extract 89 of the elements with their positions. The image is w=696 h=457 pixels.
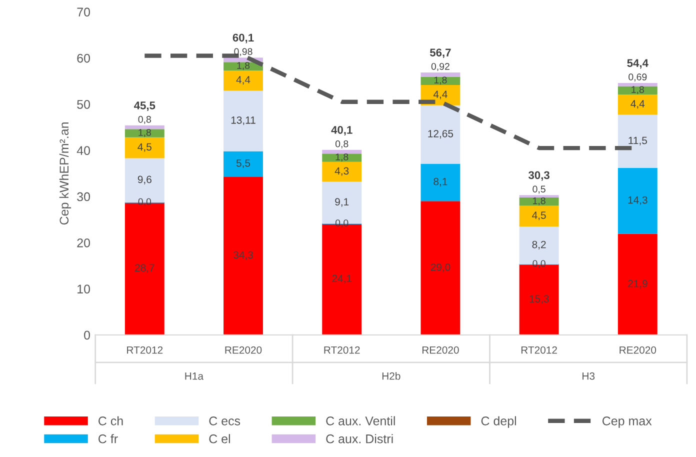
- bar: [420, 105, 460, 164]
- legend-label: C fr: [98, 434, 118, 444]
- data-label: 21,9: [628, 280, 648, 288]
- legend-label: C aux. Ventil: [326, 416, 395, 426]
- data-label: 4,3: [334, 167, 349, 176]
- data-label: 0,8: [138, 116, 151, 124]
- bar: [618, 114, 658, 168]
- bar: [618, 83, 658, 86]
- y-tick-label: 20: [77, 238, 90, 248]
- y-tick-label: 50: [77, 100, 90, 109]
- data-label: 0,5: [532, 186, 546, 194]
- total-label: 54,4: [627, 59, 648, 69]
- total-label: 40,1: [331, 126, 352, 136]
- bar: [618, 168, 658, 234]
- total-label: 45,5: [134, 102, 156, 111]
- bar: [618, 94, 658, 115]
- data-label: 24,1: [332, 274, 352, 284]
- legend-label: C depl: [481, 416, 516, 428]
- data-label: 8,1: [434, 178, 448, 186]
- data-label: 1,8: [138, 129, 151, 138]
- y-tick-label: 10: [78, 284, 90, 294]
- bar: [124, 125, 164, 130]
- y-axis-title: Cep kWhEP/m².an: [59, 122, 72, 225]
- bar: [618, 234, 658, 335]
- data-label: 0,92: [431, 62, 450, 72]
- bar: [322, 154, 362, 162]
- data-label: 9,1: [335, 198, 349, 207]
- data-label: 4,4: [630, 100, 645, 109]
- bar: [322, 162, 362, 182]
- y-tick-label: 60: [77, 54, 90, 63]
- text: H1a: [185, 372, 204, 380]
- legend-label: C ecs: [209, 416, 240, 426]
- data-label: 34,3: [234, 251, 253, 260]
- bar: [420, 72, 460, 77]
- data-label: 29,0: [430, 263, 450, 272]
- data-label: 13,11: [231, 116, 256, 126]
- x-tick-label: RT2012: [324, 346, 360, 354]
- y-tick-label: 70: [77, 8, 90, 17]
- x-tick-label: RE2020: [225, 346, 262, 354]
- bar: [124, 137, 164, 158]
- bar: [224, 176, 263, 335]
- data-label: 4,4: [433, 90, 448, 100]
- bar: [618, 86, 658, 95]
- bar: [519, 206, 559, 227]
- bar: [124, 129, 164, 138]
- data-label: 14,3: [628, 196, 648, 205]
- legend-label: C aux. Distri: [326, 434, 393, 444]
- data-label: 9,6: [138, 176, 152, 184]
- data-label: 15,3: [530, 295, 549, 304]
- data-label: 1,8: [632, 86, 644, 94]
- data-label: 28,7: [135, 264, 154, 273]
- bar: [420, 164, 460, 202]
- data-label: 1,8: [434, 76, 447, 85]
- bar: [420, 76, 460, 86]
- data-label: 0,69: [628, 74, 647, 82]
- bar: [420, 201, 460, 335]
- data-label: 1,8: [533, 197, 546, 206]
- data-label: 5,5: [236, 159, 250, 168]
- legend-label: Cep max: [602, 416, 652, 428]
- x-tick-label: RE2020: [620, 346, 656, 354]
- data-label: 1,8: [237, 62, 250, 70]
- x-tick-label: RT2012: [521, 346, 557, 354]
- data-label: 11,5: [628, 136, 647, 146]
- bar: [224, 90, 263, 152]
- data-label: 0,0: [335, 219, 348, 228]
- y-tick-label: 30: [77, 192, 90, 202]
- data-label: 4,5: [532, 212, 546, 220]
- bar: [224, 70, 263, 91]
- total-label: 60,1: [232, 34, 254, 44]
- data-label: 12,65: [428, 130, 454, 139]
- data-label: 4,4: [236, 76, 250, 85]
- data-label: 8,2: [532, 240, 546, 250]
- x-tick-label: RE2020: [422, 346, 459, 354]
- bar: [224, 151, 263, 177]
- y-tick-label: 40: [76, 146, 90, 156]
- data-label: 1,8: [336, 153, 348, 162]
- data-label: 0,0: [138, 198, 152, 206]
- y-tick-label: 0: [84, 330, 90, 340]
- text: H3: [582, 372, 595, 380]
- text: H2b: [382, 372, 400, 380]
- data-label: 0,8: [335, 140, 348, 148]
- legend-label: C el: [209, 434, 230, 444]
- total-label: 30,3: [528, 171, 550, 181]
- data-label: 4,5: [138, 143, 152, 152]
- total-label: 56,7: [430, 48, 451, 58]
- legend-label: C ch: [98, 416, 123, 426]
- x-tick-label: RT2012: [127, 346, 163, 354]
- bar: [322, 150, 362, 154]
- data-label: 0,98: [234, 48, 252, 56]
